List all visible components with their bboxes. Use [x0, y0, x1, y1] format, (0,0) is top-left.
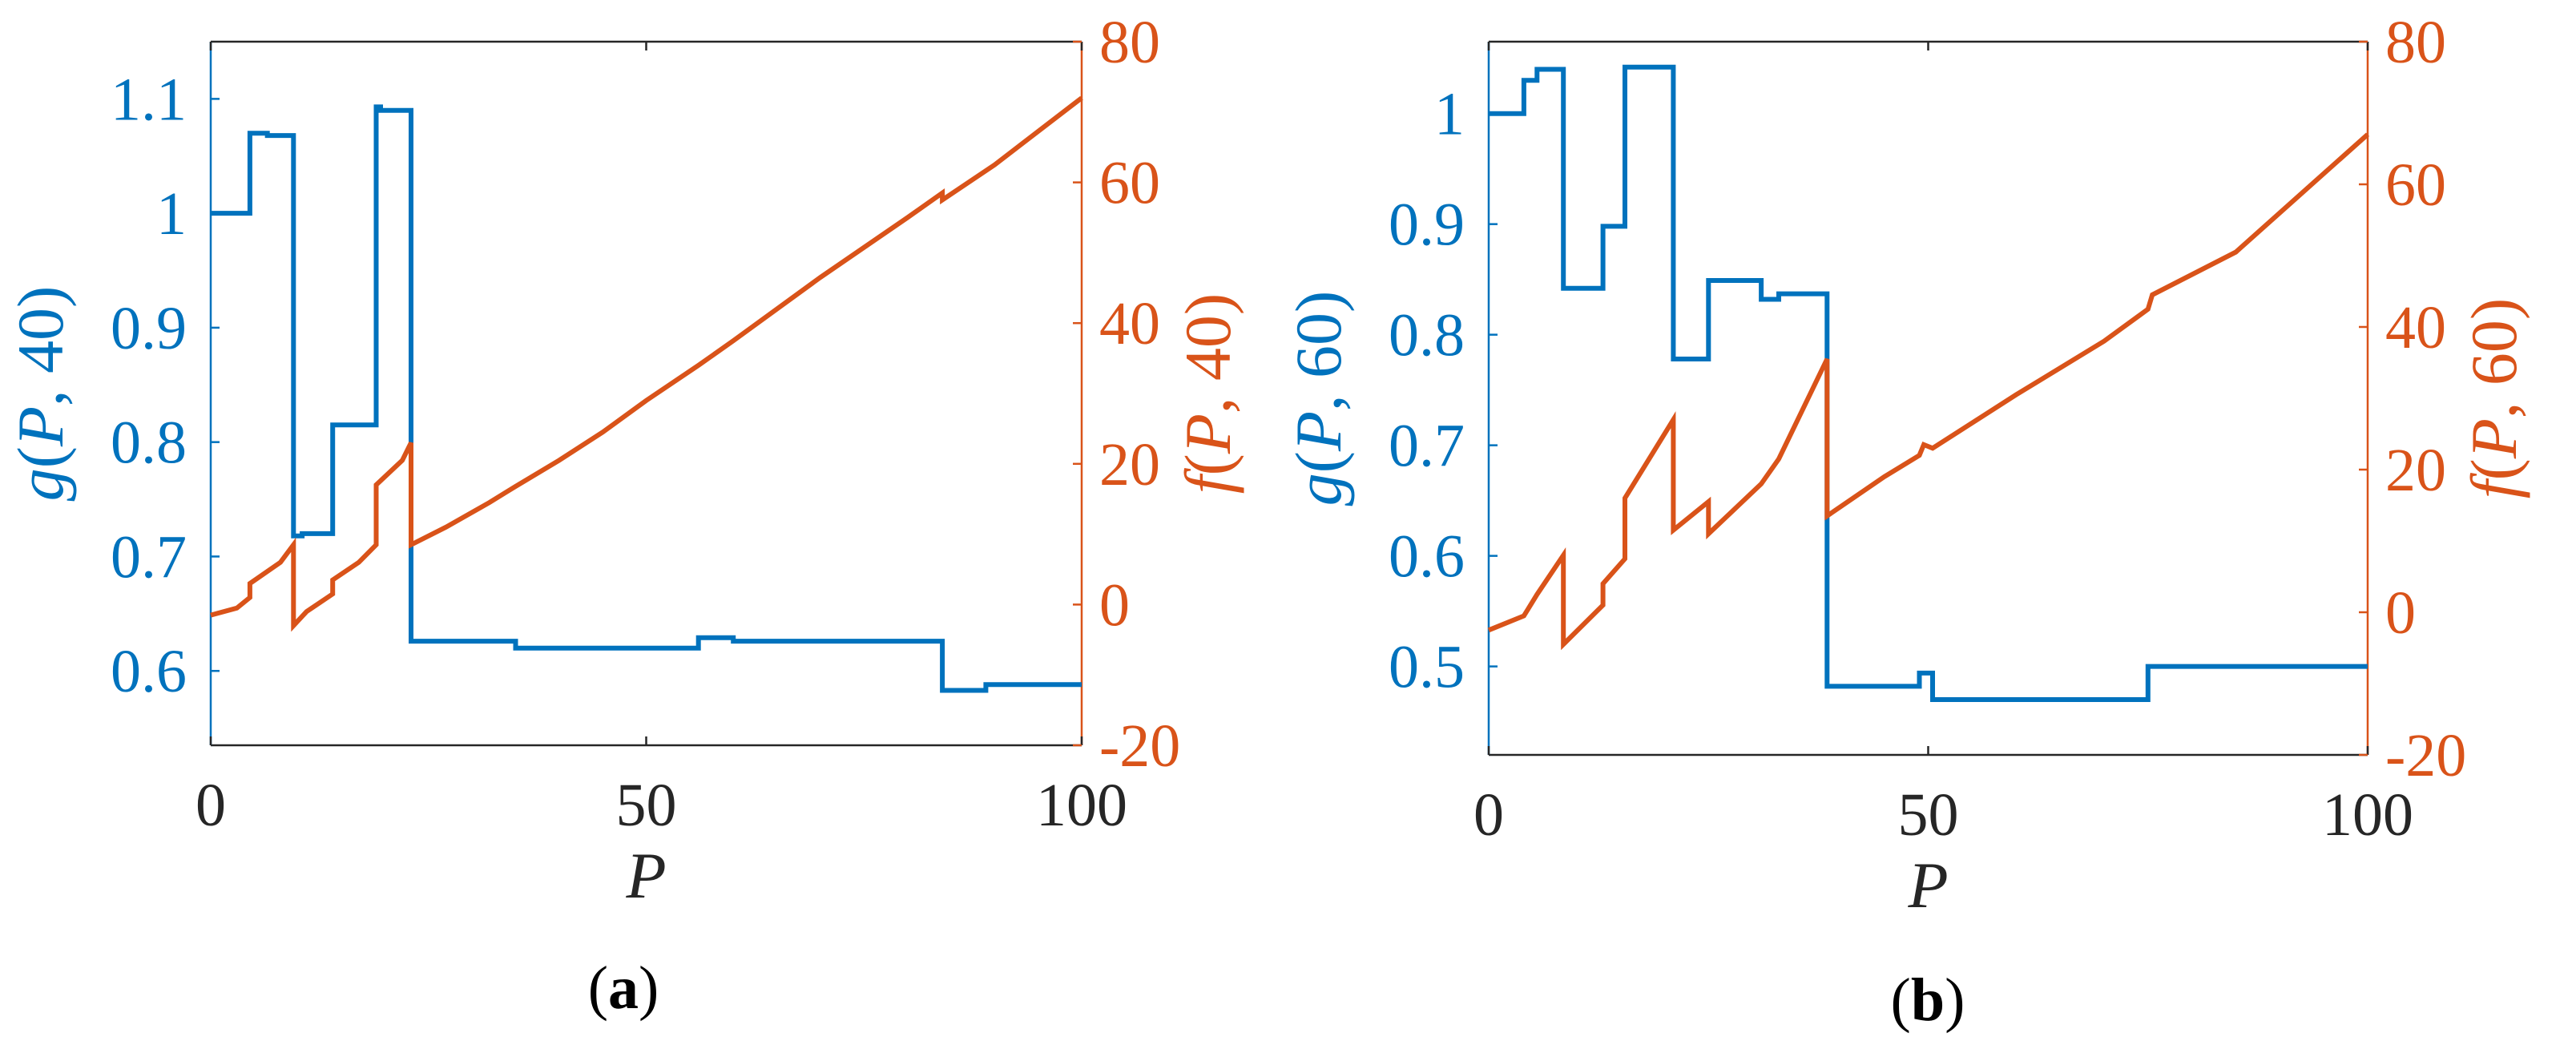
- series-line-g: [1489, 64, 2368, 702]
- left-y-axis-label: g(P, 60): [1282, 291, 1355, 506]
- series-line-f: [1487, 132, 2369, 651]
- right-y-tick-label: 20: [1099, 431, 1160, 498]
- panel-caption: (b): [1891, 966, 1965, 1034]
- right-y-tick-label: 0: [1099, 571, 1130, 639]
- axes-frame: [1487, 40, 2369, 756]
- right-y-tick-label: 80: [2385, 9, 2446, 76]
- x-tick-label: 100: [1036, 772, 1127, 839]
- left-y-tick-label: 0.6: [111, 638, 187, 705]
- x-tick-label: 0: [196, 772, 226, 839]
- left-y-tick-label: 0.9: [1389, 192, 1465, 259]
- left-y-tick-label: 0.5: [1389, 634, 1465, 701]
- left-y-tick-label: 0.8: [111, 410, 187, 477]
- left-y-tick-label: 0.8: [1389, 302, 1465, 369]
- right-y-tick-label: 60: [1099, 150, 1160, 217]
- left-y-tick-label: 0.7: [1389, 413, 1465, 480]
- x-axis-label: P: [625, 839, 666, 912]
- panel-caption: (a): [588, 954, 659, 1022]
- x-tick-label: 50: [616, 772, 677, 839]
- right-y-tick-label: 80: [1099, 9, 1160, 76]
- x-tick-label: 0: [1473, 781, 1504, 849]
- x-tick-label: 100: [2322, 781, 2413, 849]
- right-y-tick-label: -20: [2385, 722, 2466, 789]
- left-y-tick-label: 1: [156, 180, 187, 248]
- left-y-tick-label: 0.7: [111, 523, 187, 591]
- right-y-tick-label: 60: [2385, 151, 2446, 219]
- left-y-tick-label: 0.9: [111, 295, 187, 362]
- left-y-tick-label: 1: [1434, 81, 1465, 148]
- left-y-tick-label: 0.6: [1389, 523, 1465, 591]
- right-y-axis-label: f(P, 40): [1171, 293, 1244, 494]
- left-y-axis-label: g(P, 40): [4, 286, 77, 502]
- series-line-g: [211, 104, 1082, 693]
- axes-frame: [209, 40, 1083, 747]
- x-axis-label: P: [1907, 849, 1948, 922]
- chart-panel-b: 0 50 100 0.5 0.6 0.7 0.8 0.9 1 -20 0 20 40 60 80 Pg(P, …: [1282, 9, 2530, 1034]
- right-y-tick-label: -20: [1099, 712, 1180, 780]
- series-line-f: [210, 95, 1083, 632]
- right-y-axis-label: f(P, 60): [2457, 298, 2530, 499]
- x-tick-label: 50: [1898, 781, 1959, 849]
- right-y-tick-label: 0: [2385, 579, 2416, 647]
- right-y-tick-label: 40: [1099, 290, 1160, 357]
- chart-panel-a: 0 50 100 0.6 0.7 0.8 0.9 1 1.1 -20 0 20 40 60 80 Pg(P, …: [4, 9, 1244, 1022]
- right-y-tick-label: 20: [2385, 437, 2446, 504]
- left-y-tick-label: 1.1: [111, 66, 187, 133]
- right-y-tick-label: 40: [2385, 294, 2446, 361]
